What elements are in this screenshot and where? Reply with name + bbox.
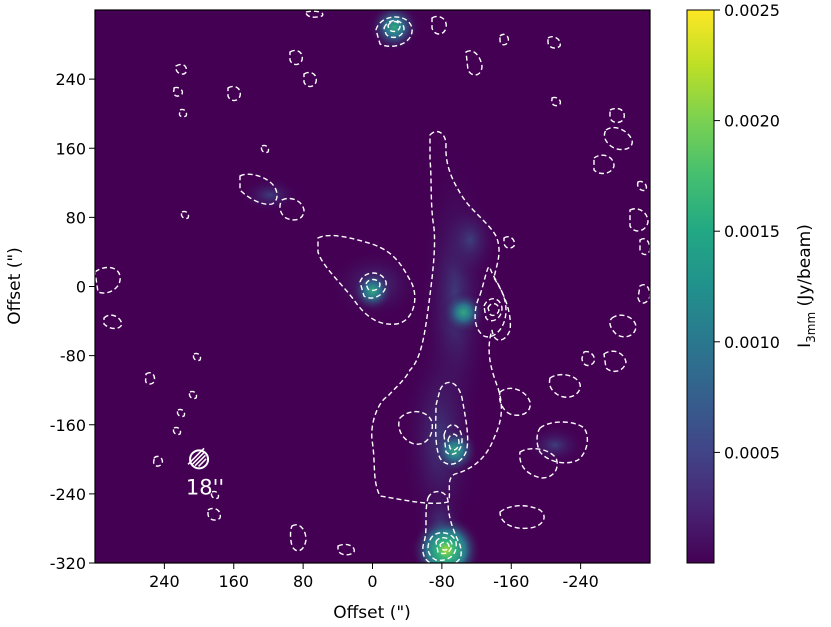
y-axis: 240 160 80 0 -80 -160 -240 -320 xyxy=(50,70,95,573)
x-tick-label: -240 xyxy=(562,572,598,591)
y-tick-label: -160 xyxy=(50,416,86,435)
beam-hatch-line xyxy=(198,458,207,467)
x-tick-label: 160 xyxy=(218,572,249,591)
x-tick-label: -160 xyxy=(493,572,529,591)
y-axis-label: Offset (") xyxy=(5,247,25,325)
colorbar-label-unit: (Jy/beam) xyxy=(795,224,815,312)
y-tick-label: 80 xyxy=(66,208,86,227)
y-tick-label: 240 xyxy=(55,70,86,89)
colorbar-ticks: 0.0005 0.0010 0.0015 0.0020 0.0025 xyxy=(714,1,780,462)
y-tick-label: 160 xyxy=(55,139,86,158)
beam-hatch-line xyxy=(194,454,206,467)
x-tick-label: -80 xyxy=(429,572,455,591)
beam-hatch-line xyxy=(187,447,205,465)
y-tick-label: -240 xyxy=(50,485,86,504)
colorbar-gradient xyxy=(686,9,715,564)
x-tick-label: 80 xyxy=(293,572,313,591)
y-tick-label: -320 xyxy=(50,554,86,573)
colorbar-label-sub: 3mm xyxy=(804,312,818,343)
beam-hatch-line xyxy=(191,451,206,466)
plot-area xyxy=(95,10,650,563)
beam-marker xyxy=(187,447,210,470)
colorbar-label: I3mm (Jy/beam) xyxy=(795,224,818,348)
y-tick-label: 0 xyxy=(76,278,86,297)
x-axis: 240 160 80 0 -80 -160 -240 xyxy=(149,563,599,591)
colorbar-tick-label: 0.0025 xyxy=(724,1,780,20)
x-axis-label: Offset (") xyxy=(333,603,411,623)
colorbar-tick-label: 0.0010 xyxy=(724,333,780,352)
x-tick-label: 240 xyxy=(149,572,180,591)
colorbar-label-main: I xyxy=(795,343,815,348)
colorbar: 0.0005 0.0010 0.0015 0.0020 0.0025 I3mm (Jy/… xyxy=(686,1,818,564)
colorbar-tick-label: 0.0020 xyxy=(724,112,780,131)
x-tick-label: 0 xyxy=(367,572,377,591)
y-tick-label: -80 xyxy=(60,347,86,366)
colorbar-tick-label: 0.0005 xyxy=(724,443,780,462)
beam-label: 18'' xyxy=(186,475,224,499)
contours xyxy=(95,10,650,563)
emission-peak xyxy=(431,426,479,475)
colorbar-tick-label: 0.0015 xyxy=(724,222,780,241)
emission-peak xyxy=(441,290,486,335)
